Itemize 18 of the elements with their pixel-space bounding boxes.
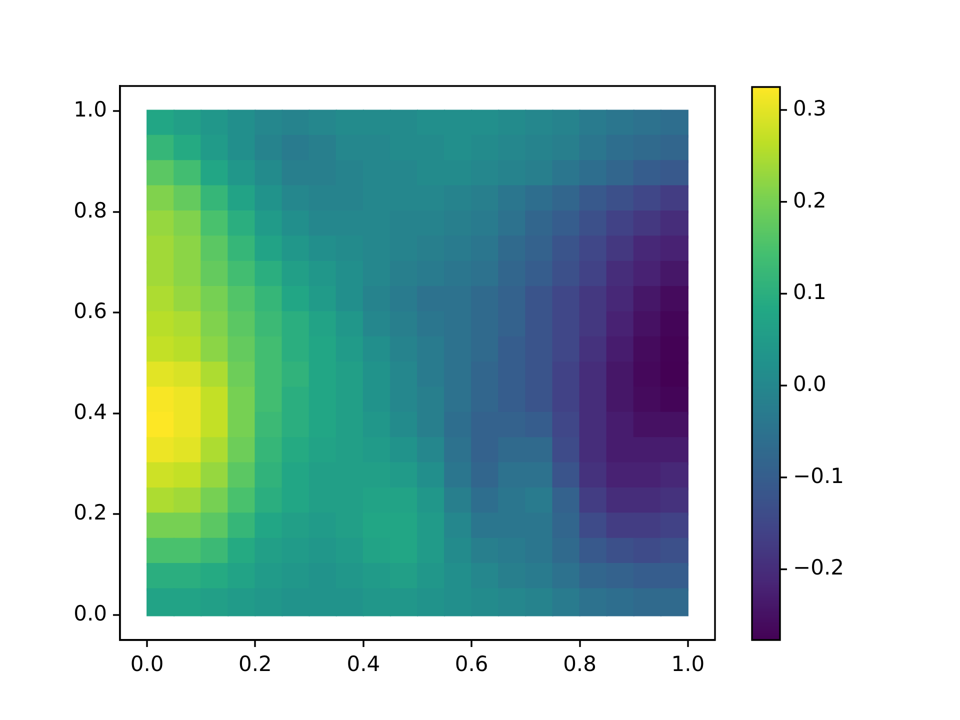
x-tick-label: 0.0	[130, 652, 164, 676]
y-tick-label: 1.0	[74, 98, 107, 122]
y-tick-label: 0.8	[74, 198, 107, 222]
x-tick-label: 0.8	[563, 652, 596, 676]
x-tick-label: 0.2	[238, 652, 272, 676]
color-bar-label: 0.1	[793, 280, 826, 304]
x-tick-label: 0.6	[454, 652, 488, 676]
x-tick-label: 1.0	[671, 652, 705, 676]
color-bar-label: 0.0	[793, 372, 826, 396]
y-tick-label: 0.6	[74, 299, 107, 324]
color-bar-label: −0.1	[793, 464, 844, 488]
y-tick-label: 0.0	[74, 601, 107, 626]
y-tick-label: 0.2	[74, 500, 107, 525]
x-tick-label: 0.4	[346, 652, 380, 676]
color-bar-label: 0.2	[793, 188, 826, 212]
color-bar-label: 0.3	[793, 96, 826, 120]
color-bar-label: −0.2	[793, 556, 844, 580]
y-tick-label: 0.4	[74, 400, 107, 424]
